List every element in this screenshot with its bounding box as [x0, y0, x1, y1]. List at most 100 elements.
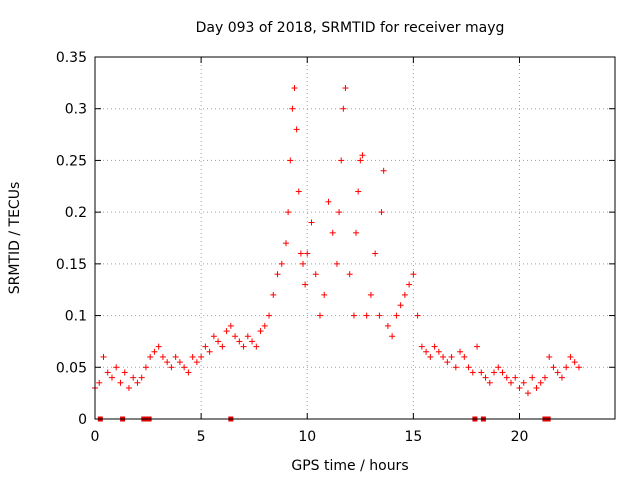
data-point — [287, 157, 294, 164]
data-point — [261, 322, 268, 329]
data-point — [495, 364, 502, 371]
x-tick-label: 15 — [404, 429, 422, 445]
data-point — [357, 157, 364, 164]
data-point — [159, 353, 166, 360]
data-point — [567, 353, 574, 360]
data-point — [457, 348, 464, 355]
data-point — [130, 374, 137, 381]
data-point — [380, 167, 387, 174]
y-tick-label: 0 — [78, 412, 87, 428]
data-point — [423, 348, 430, 355]
data-point — [524, 390, 531, 397]
data-point — [363, 312, 370, 319]
data-point — [435, 348, 442, 355]
data-points — [92, 85, 582, 397]
data-point — [444, 359, 451, 366]
data-point — [406, 281, 413, 288]
data-point — [482, 374, 489, 381]
data-point — [270, 291, 277, 298]
data-point — [533, 384, 540, 391]
data-point — [151, 348, 158, 355]
x-axis-label: GPS time / hours — [291, 458, 408, 474]
data-point — [571, 359, 578, 366]
data-point — [147, 353, 154, 360]
data-point — [448, 353, 455, 360]
data-point — [367, 291, 374, 298]
data-point — [304, 250, 311, 257]
data-point — [329, 229, 336, 236]
data-point — [316, 312, 323, 319]
y-tick-label: 0.35 — [56, 50, 87, 66]
data-point — [176, 359, 183, 366]
data-point — [529, 374, 536, 381]
x-tick-label: 0 — [91, 429, 100, 445]
data-point — [198, 353, 205, 360]
data-point — [499, 369, 506, 376]
data-point — [142, 364, 149, 371]
data-point — [193, 359, 200, 366]
data-point — [350, 312, 357, 319]
data-point — [414, 312, 421, 319]
data-point — [249, 338, 256, 345]
data-point — [168, 364, 175, 371]
data-point — [210, 333, 217, 340]
y-tick-label: 0.15 — [56, 257, 87, 273]
data-point — [508, 379, 514, 386]
data-point — [376, 312, 383, 319]
data-point — [461, 353, 468, 360]
data-point — [359, 152, 366, 159]
data-point — [185, 369, 192, 376]
data-point — [516, 384, 523, 391]
data-point — [293, 126, 300, 133]
data-point — [295, 188, 302, 195]
data-point — [554, 369, 561, 376]
data-point — [285, 209, 292, 216]
data-point — [240, 343, 247, 350]
data-point — [440, 353, 447, 360]
data-point — [189, 353, 196, 360]
data-point — [346, 271, 353, 278]
data-point — [223, 328, 230, 335]
data-point — [491, 369, 498, 376]
data-point — [452, 364, 459, 371]
data-point — [486, 379, 493, 386]
data-point — [312, 271, 319, 278]
data-point — [342, 85, 349, 92]
data-point — [113, 364, 120, 371]
data-point — [512, 374, 519, 381]
data-point — [100, 353, 107, 360]
data-point — [537, 379, 544, 386]
data-point — [266, 312, 273, 319]
data-point — [164, 359, 171, 366]
data-point — [236, 338, 243, 345]
data-point — [215, 338, 222, 345]
y-axis-label: SRMTID / TECUs — [7, 182, 23, 295]
data-point — [117, 379, 124, 386]
y-tick-label: 0.3 — [65, 102, 87, 118]
data-point — [401, 291, 408, 298]
x-tick-label: 10 — [298, 429, 316, 445]
data-point — [300, 260, 306, 267]
data-point — [353, 229, 360, 236]
data-point — [232, 333, 239, 340]
data-point — [333, 260, 340, 267]
data-point — [283, 240, 290, 247]
data-point — [325, 198, 332, 205]
data-point — [121, 369, 128, 376]
plot-frame — [94, 56, 616, 420]
data-point — [297, 250, 304, 257]
y-tick-label: 0.2 — [65, 205, 87, 221]
data-point — [563, 364, 570, 371]
data-point — [558, 374, 565, 381]
data-point — [474, 343, 481, 350]
data-point — [431, 343, 438, 350]
x-tick-label: 5 — [197, 429, 206, 445]
data-point — [550, 364, 557, 371]
data-point — [219, 343, 226, 350]
data-point — [427, 353, 434, 360]
data-point — [138, 374, 145, 381]
y-tick-label: 0.25 — [56, 153, 87, 169]
data-point — [418, 343, 425, 350]
data-point — [355, 188, 362, 195]
data-point — [253, 343, 260, 350]
